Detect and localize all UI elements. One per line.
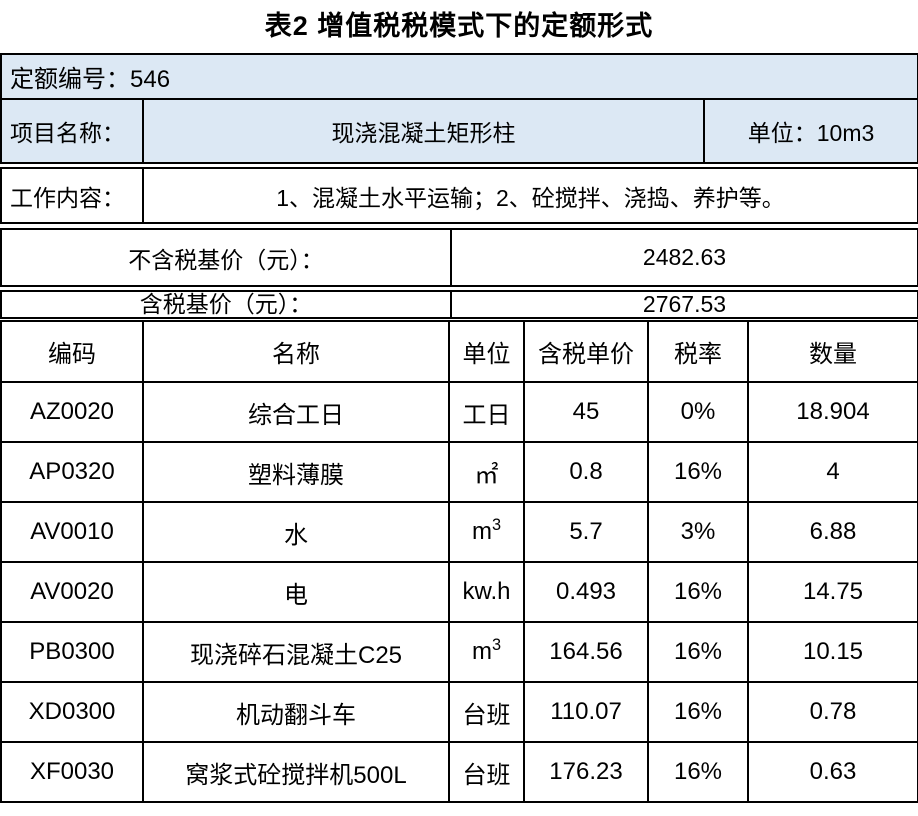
code-cell: AV0010 <box>0 501 144 563</box>
qty-cell: 0.63 <box>747 741 918 803</box>
code-cell: AP0320 <box>0 441 144 503</box>
price-cell: 110.07 <box>523 681 649 743</box>
qty-cell: 0.78 <box>747 681 918 743</box>
price-cell: 0.8 <box>523 441 649 503</box>
work-content-table: 工作内容： 1、混凝土水平运输；2、砼搅拌、浇捣、养护等。 <box>0 167 918 224</box>
unit-cell: ㎡ <box>448 441 525 503</box>
price-excl-tax-value: 2482.63 <box>450 228 918 287</box>
price-incl-tax-table: 含税基价（元）： 2767.53 <box>0 290 918 319</box>
table-row: AV0010 水 m3 5.7 3% 6.88 <box>0 501 918 563</box>
unit-info-label: 单位： <box>747 120 817 146</box>
column-header-unit: 单位 <box>448 320 525 383</box>
unit-cell: kw.h <box>448 561 525 623</box>
price-cell: 45 <box>523 381 649 443</box>
price-excl-tax-label: 不含税基价（元）： <box>0 228 452 287</box>
name-cell: 水 <box>142 501 450 563</box>
qty-cell: 18.904 <box>747 381 918 443</box>
unit-cell: 工日 <box>448 381 525 443</box>
unit-cell: 台班 <box>448 681 525 743</box>
resource-table: 编码 名称 单位 含税单价 税率 数量 AZ0020 综合工日 工日 45 0%… <box>0 320 918 803</box>
table-row: XF0030 窝浆式砼搅拌机500L 台班 176.23 16% 0.63 <box>0 741 918 803</box>
page-title: 表2 增值税税模式下的定额形式 <box>264 11 654 41</box>
column-header-name: 名称 <box>142 320 450 383</box>
table-row: AP0320 塑料薄膜 ㎡ 0.8 16% 4 <box>0 441 918 503</box>
price-incl-tax-value: 2767.53 <box>450 290 918 319</box>
qty-cell: 10.15 <box>747 621 918 683</box>
qty-cell: 6.88 <box>747 501 918 563</box>
unit-info-cell: 单位：10m3 <box>702 98 918 164</box>
tax-rate-cell: 16% <box>647 741 749 803</box>
price-cell: 176.23 <box>523 741 649 803</box>
column-header-qty: 数量 <box>747 320 918 383</box>
quota-number-value: 546 <box>130 66 171 93</box>
column-header-tax: 税率 <box>647 320 749 383</box>
quota-number-label: 定额编号： <box>10 66 130 93</box>
qty-cell: 4 <box>747 441 918 503</box>
quota-header-table: 定额编号：546 项目名称： 现浇混凝土矩形柱 单位：10m3 <box>0 53 918 164</box>
tax-rate-cell: 16% <box>647 561 749 623</box>
name-cell: 综合工日 <box>142 381 450 443</box>
unit-cell: m3 <box>448 621 525 683</box>
price-cell: 5.7 <box>523 501 649 563</box>
name-cell: 塑料薄膜 <box>142 441 450 503</box>
project-name-value: 现浇混凝土矩形柱 <box>142 98 705 164</box>
name-cell: 电 <box>142 561 450 623</box>
name-cell: 现浇碎石混凝土C25 <box>142 621 450 683</box>
unit-cell: 台班 <box>448 741 525 803</box>
code-cell: XF0030 <box>0 741 144 803</box>
table-row: PB0300 现浇碎石混凝土C25 m3 164.56 16% 10.15 <box>0 621 918 683</box>
project-name-label: 项目名称： <box>0 98 144 164</box>
work-content-label: 工作内容： <box>0 167 144 224</box>
qty-cell: 14.75 <box>747 561 918 623</box>
code-cell: PB0300 <box>0 621 144 683</box>
price-cell: 0.493 <box>523 561 649 623</box>
resource-table-header-row: 编码 名称 单位 含税单价 税率 数量 <box>0 320 918 383</box>
name-cell: 窝浆式砼搅拌机500L <box>142 741 450 803</box>
code-cell: AZ0020 <box>0 381 144 443</box>
tax-rate-cell: 16% <box>647 621 749 683</box>
table-row: AZ0020 综合工日 工日 45 0% 18.904 <box>0 381 918 443</box>
tax-rate-cell: 16% <box>647 681 749 743</box>
price-cell: 164.56 <box>523 621 649 683</box>
table-row: XD0300 机动翻斗车 台班 110.07 16% 0.78 <box>0 681 918 743</box>
name-cell: 机动翻斗车 <box>142 681 450 743</box>
quota-number-cell: 定额编号：546 <box>0 53 918 100</box>
tax-rate-cell: 0% <box>647 381 749 443</box>
column-header-code: 编码 <box>0 320 144 383</box>
price-incl-tax-label: 含税基价（元）： <box>0 290 452 319</box>
tax-rate-cell: 16% <box>647 441 749 503</box>
work-content-value: 1、混凝土水平运输；2、砼搅拌、浇捣、养护等。 <box>142 167 918 224</box>
table-row: AV0020 电 kw.h 0.493 16% 14.75 <box>0 561 918 623</box>
unit-info-value: 10m3 <box>816 120 875 146</box>
tax-rate-cell: 3% <box>647 501 749 563</box>
unit-cell: m3 <box>448 501 525 563</box>
code-cell: AV0020 <box>0 561 144 623</box>
code-cell: XD0300 <box>0 681 144 743</box>
column-header-price: 含税单价 <box>523 320 649 383</box>
price-excl-tax-table: 不含税基价（元）： 2482.63 <box>0 228 918 287</box>
